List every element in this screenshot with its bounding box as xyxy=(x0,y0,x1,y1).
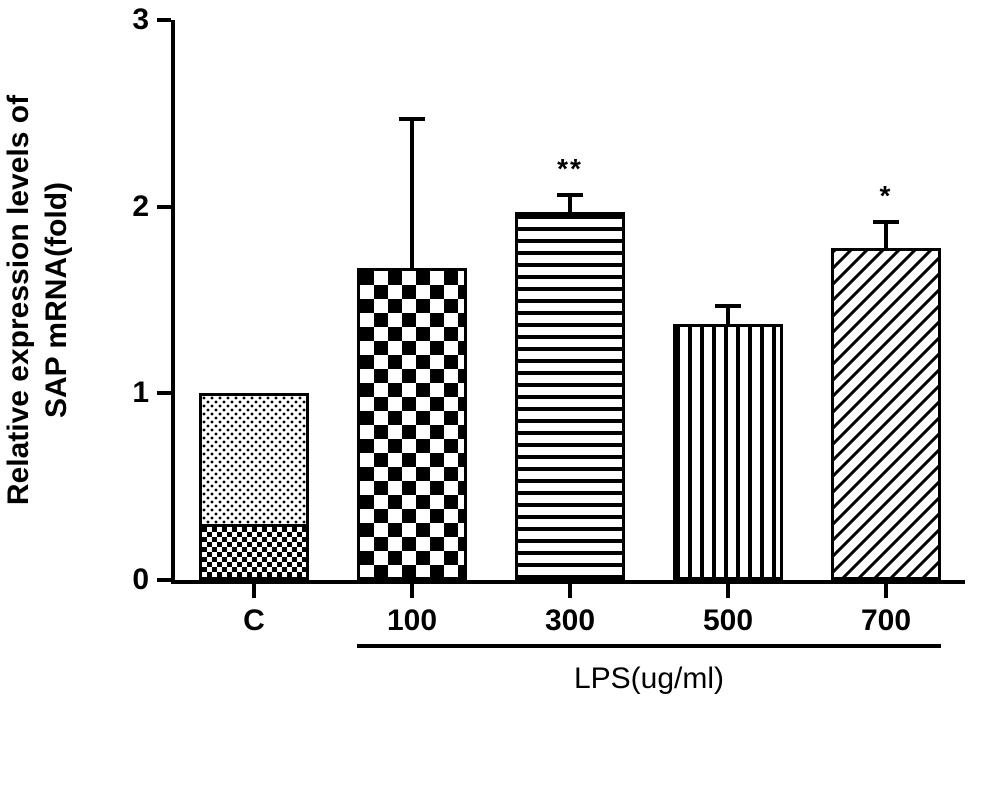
error-bar xyxy=(410,119,414,268)
bar xyxy=(357,268,468,580)
x-axis-label: LPS(ug/ml) xyxy=(574,662,724,696)
x-tick xyxy=(568,584,572,598)
bar xyxy=(673,324,784,580)
x-tick xyxy=(726,584,730,598)
error-bar xyxy=(884,222,888,248)
y-tick-label: 2 xyxy=(113,190,149,224)
figure: Relative expression levels of SAP mRNA(f… xyxy=(0,0,1000,792)
error-bar xyxy=(726,306,730,325)
y-tick-label: 0 xyxy=(113,563,149,597)
x-tick xyxy=(884,584,888,598)
y-tick xyxy=(157,578,171,582)
x-tick xyxy=(410,584,414,598)
x-tick xyxy=(252,584,256,598)
x-tick-label: 700 xyxy=(861,604,911,638)
y-axis xyxy=(171,20,175,580)
error-cap xyxy=(715,304,741,308)
y-axis-label-line1: Relative expression levels of xyxy=(2,95,36,505)
x-tick-label: C xyxy=(243,604,265,638)
significance-marker: ** xyxy=(557,153,583,185)
group-underline xyxy=(357,644,942,648)
bar xyxy=(515,212,626,580)
significance-marker: * xyxy=(880,180,893,212)
error-cap xyxy=(399,117,425,121)
error-bar xyxy=(568,195,572,212)
y-tick xyxy=(157,18,171,22)
bar-overlay xyxy=(199,524,310,580)
y-tick-label: 3 xyxy=(113,3,149,37)
x-tick-label: 100 xyxy=(387,604,437,638)
error-cap xyxy=(557,193,583,197)
y-tick-label: 1 xyxy=(113,376,149,410)
y-tick xyxy=(157,205,171,209)
y-axis-label-line2: SAP mRNA(fold) xyxy=(40,182,74,418)
error-cap xyxy=(873,220,899,224)
bar xyxy=(831,248,942,580)
x-tick-label: 500 xyxy=(703,604,753,638)
x-tick-label: 300 xyxy=(545,604,595,638)
y-tick xyxy=(157,391,171,395)
